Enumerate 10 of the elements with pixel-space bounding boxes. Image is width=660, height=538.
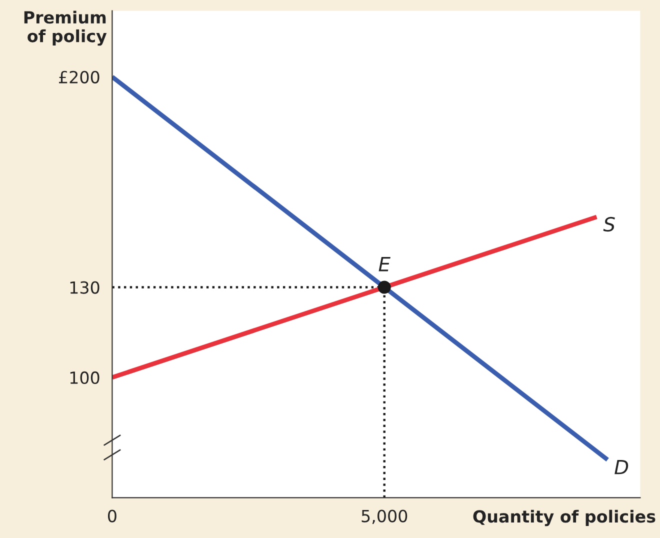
series-label: E — [378, 257, 390, 272]
y-tick-label: 130 — [70, 281, 100, 294]
y-axis-title: Premium of policy — [24, 10, 107, 46]
y-tick-label: £200 — [59, 70, 100, 84]
series-label: S — [603, 216, 615, 232]
series-label: D — [614, 460, 628, 474]
y-tick-label: 100 — [70, 371, 100, 384]
x-tick-label: 0 — [108, 510, 116, 522]
x-tick-label: 5,000 — [362, 510, 408, 524]
x-axis-title: Quantity of policies — [473, 510, 656, 526]
